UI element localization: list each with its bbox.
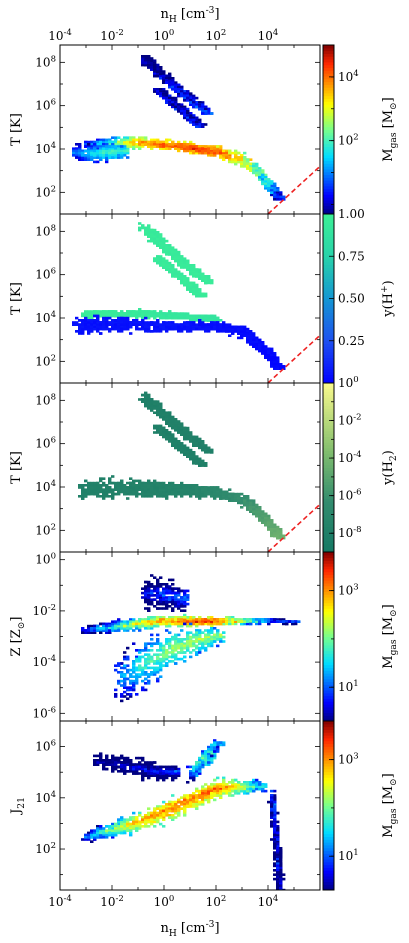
equilibrium-line bbox=[267, 165, 320, 214]
colorbar-tick-label: 101 bbox=[338, 848, 359, 863]
svg-text:104: 104 bbox=[338, 69, 359, 84]
plot-frame bbox=[59, 213, 321, 384]
svg-text:102: 102 bbox=[35, 184, 56, 199]
colorbar-tick-label: 1.00 bbox=[338, 207, 365, 221]
y-tick-label: 106 bbox=[35, 739, 56, 754]
colorbar-tick-label: 0.75 bbox=[338, 249, 365, 263]
svg-text:Mgas [M⊙]: Mgas [M⊙] bbox=[381, 97, 399, 161]
colorbar-T-mass: 102 104 Mgas [M⊙] bbox=[322, 44, 399, 215]
panel-T-H+: 102 104 106 108 T [K] 0.25 0.50 0.75 1.00 y(H+) bbox=[9, 207, 396, 384]
y-tick-label: 104 bbox=[35, 790, 56, 805]
colorbar-tick-label: 103 bbox=[338, 583, 359, 598]
heatmap-cells bbox=[72, 55, 286, 201]
y-tick-label: 108 bbox=[35, 392, 56, 407]
x-axis-top: 10-4 10-2 100 102 104 bbox=[48, 28, 278, 43]
svg-text:108: 108 bbox=[35, 54, 56, 69]
colorbar-tick-label: 10-8 bbox=[338, 525, 362, 540]
svg-text:104: 104 bbox=[35, 141, 56, 156]
colorbar-label: Mgas [M⊙] bbox=[381, 97, 399, 161]
y-tick-label: 102 bbox=[35, 353, 56, 368]
y-axis-label: T [K] bbox=[9, 451, 24, 484]
y-axis-label: Z [Z⊙] bbox=[9, 617, 27, 657]
colorbar-tick-label: 102 bbox=[338, 133, 359, 148]
colorbar-tick-label: 100 bbox=[338, 375, 359, 390]
y-tick-label: 10-4 bbox=[32, 654, 56, 669]
colorbar-Z-mass: 101 103 Mgas [M⊙] bbox=[322, 551, 399, 722]
colorbar-tick-label: 101 bbox=[338, 679, 359, 694]
colorbar-T-H+: 0.25 0.50 0.75 1.00 y(H+) bbox=[322, 207, 396, 384]
y-tick-label: 102 bbox=[35, 522, 56, 537]
colorbar-J21-mass: 101 103 Mgas [M⊙] bbox=[322, 720, 399, 891]
y-axis-label: T [K] bbox=[9, 113, 24, 146]
plot-frame bbox=[59, 382, 321, 553]
colorbar-tick-label: 103 bbox=[338, 752, 359, 767]
y-tick-label: 104 bbox=[35, 310, 56, 325]
heatmap-cells bbox=[78, 391, 286, 540]
svg-text:102: 102 bbox=[338, 133, 359, 148]
y-tick-label: 102 bbox=[35, 184, 56, 199]
panel-J21-mass: 102 104 106 J21 101 103 Mgas [M⊙] bbox=[9, 720, 399, 891]
x-axis-bottom: 10-4 10-2 100 102 104 bbox=[48, 894, 278, 909]
colorbar-label: y(H+) bbox=[380, 280, 396, 317]
y-axis-label: T [K] bbox=[9, 282, 24, 315]
heatmap-cells bbox=[81, 739, 286, 890]
y-axis-label: J21 bbox=[9, 797, 27, 816]
colorbar-tick-label: 0.25 bbox=[338, 334, 365, 348]
colorbar-tick-label: 10-6 bbox=[338, 488, 362, 503]
y-tick-label: 106 bbox=[35, 98, 56, 113]
y-tick-label: 100 bbox=[35, 552, 56, 567]
y-tick-label: 102 bbox=[35, 841, 56, 856]
y-tick-label: 108 bbox=[35, 54, 56, 69]
colorbar-T-H2: 10-8 10-6 10-4 10-2 100 y(H2) bbox=[322, 375, 399, 553]
y-tick-label: 104 bbox=[35, 479, 56, 494]
plot-frame bbox=[59, 44, 321, 215]
y-tick-label: 106 bbox=[35, 267, 56, 282]
y-tick-label: 106 bbox=[35, 436, 56, 451]
colorbar-tick-label: 0.50 bbox=[338, 292, 365, 306]
panel-Z-mass: 10-6 10-4 10-2 100 Z [Z⊙] 101 103 Mgas [M⊙] bbox=[9, 551, 399, 722]
colorbar-tick-label: 104 bbox=[338, 69, 359, 84]
panel-T-H2: 102 104 106 108 T [K] 10-8 10-6 10-4 10-2 100 y(H2… bbox=[9, 375, 399, 553]
colorbar-tick-label: 10-4 bbox=[338, 450, 362, 465]
heatmap-cells bbox=[81, 574, 301, 703]
equilibrium-line bbox=[267, 503, 320, 552]
y-tick-label: 10-2 bbox=[32, 603, 56, 618]
colorbar-label: y(H2) bbox=[381, 450, 399, 486]
svg-text:T [K]: T [K] bbox=[9, 113, 24, 146]
y-tick-label: 10-6 bbox=[32, 705, 56, 720]
x-axis-label-bottom: nH [cm-3] bbox=[160, 920, 219, 939]
x-axis-label-top: nH [cm-3] bbox=[160, 6, 219, 25]
colorbar-tick-label: 10-2 bbox=[338, 413, 362, 428]
svg-text:106: 106 bbox=[35, 98, 56, 113]
equilibrium-line bbox=[267, 334, 320, 383]
y-tick-label: 104 bbox=[35, 141, 56, 156]
y-tick-label: 108 bbox=[35, 223, 56, 238]
panel-T-mass: 102 104 106 108 T [K] 102 104 Mgas [M⊙] bbox=[9, 44, 399, 215]
colorbar-label: Mgas [M⊙] bbox=[381, 773, 399, 837]
colorbar-label: Mgas [M⊙] bbox=[381, 604, 399, 668]
heatmap-cells bbox=[72, 222, 286, 370]
